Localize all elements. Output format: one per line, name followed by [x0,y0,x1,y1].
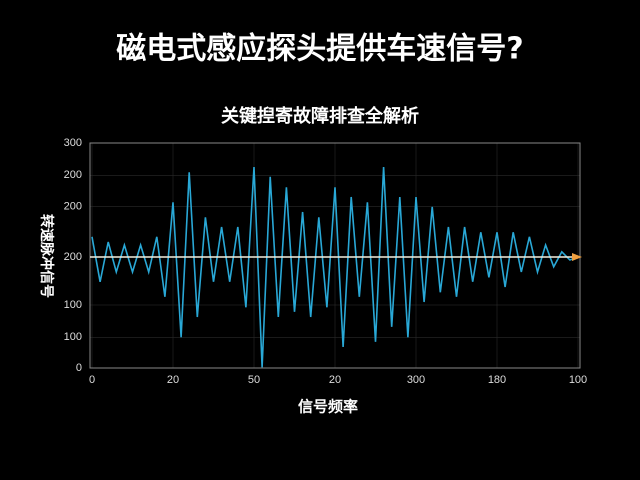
x-tick-label: 20 [329,374,341,386]
x-tick-label: 180 [488,374,506,386]
y-tick-label: 200 [64,201,82,213]
baseline-arrow [572,253,582,261]
x-axis-label: 信号频率 [298,398,358,416]
y-axis-label: 转速脉冲信号 [38,214,55,298]
y-tick-label: 100 [64,331,82,343]
y-tick-label: 0 [76,362,82,374]
plot [91,166,579,368]
x-tick-label: 0 [89,374,95,386]
y-tick-label: 300 [64,137,82,149]
chart-title: 磁电式感应探头提供车速信号? [116,32,523,67]
y-tick-label: 100 [64,299,82,311]
signal-line [91,166,579,368]
x-tick-label: 20 [167,374,179,386]
x-tick-label: 300 [407,374,425,386]
y-tick-label: 200 [64,251,82,263]
plot-frame [89,142,581,369]
x-tick-label: 100 [569,374,587,386]
y-tick-label: 200 [64,169,82,181]
x-tick-label: 50 [248,374,260,386]
chart-subtitle: 关键揑寄故障排查全解析 [221,105,419,127]
